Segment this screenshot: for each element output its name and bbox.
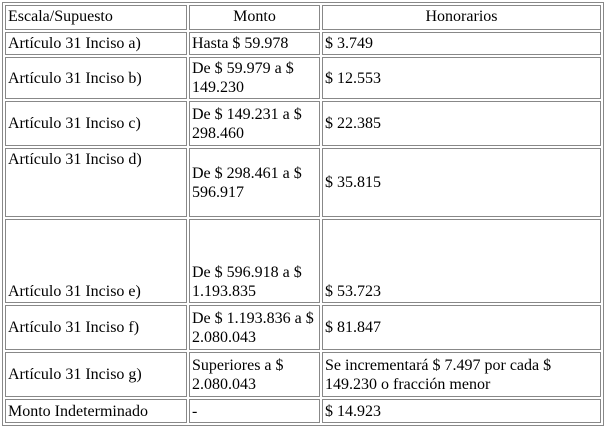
table-cell: $ 22.385 xyxy=(322,101,601,146)
table-cell: Monto Indeterminado xyxy=(5,399,187,423)
table-row: Artículo 31 Inciso c) De $ 149.231 a $ 29… xyxy=(5,101,601,146)
table-cell: Se incrementará $ 7.497 por cada $ 149.2… xyxy=(322,352,601,397)
table-row: Artículo 31 Inciso e) De $ 596.918 a $ 1.… xyxy=(5,219,601,303)
table-cell: De $ 59.979 a $ 149.230 xyxy=(189,57,320,99)
fees-table: Escala/Supuesto Monto Honorarios Artícul… xyxy=(2,2,604,426)
table-cell: Artículo 31 Inciso g) xyxy=(5,352,187,397)
header-cell: Honorarios xyxy=(322,5,601,30)
table-cell: Artículo 31 Inciso b) xyxy=(5,57,187,99)
table-cell: - xyxy=(189,399,320,423)
header-cell: Escala/Supuesto xyxy=(5,5,187,30)
table-cell: $ 12.553 xyxy=(322,57,601,99)
table-cell: Superiores a $ 2.080.043 xyxy=(189,352,320,397)
table-cell: Artículo 31 Inciso f) xyxy=(5,305,187,350)
table-cell: Artículo 31 Inciso e) xyxy=(5,219,187,303)
table-row: Artículo 31 Inciso b) De $ 59.979 a $ 149… xyxy=(5,57,601,99)
table-row: Artículo 31 Inciso d) De $ 298.461 a $ 59… xyxy=(5,148,601,217)
header-row: Escala/Supuesto Monto Honorarios xyxy=(5,5,601,30)
table-cell: $ 3.749 xyxy=(322,32,601,55)
table-cell: Hasta $ 59.978 xyxy=(189,32,320,55)
table-row: Artículo 31 Inciso g) Superiores a $ 2.08… xyxy=(5,352,601,397)
table-row: Monto Indeterminado - $ 14.923 xyxy=(5,399,601,423)
table-cell: Artículo 31 Inciso c) xyxy=(5,101,187,146)
table-cell: De $ 298.461 a $ 596.917 xyxy=(189,148,320,217)
table-cell: Artículo 31 Inciso a) xyxy=(5,32,187,55)
table-cell: $ 14.923 xyxy=(322,399,601,423)
table-cell: $ 81.847 xyxy=(322,305,601,350)
table-row: Artículo 31 Inciso a) Hasta $ 59.978 $ 3.7… xyxy=(5,32,601,55)
table-cell: De $ 596.918 a $ 1.193.835 xyxy=(189,219,320,303)
table-cell: De $ 149.231 a $ 298.460 xyxy=(189,101,320,146)
table-cell: Artículo 31 Inciso d) xyxy=(5,148,187,217)
table-row: Artículo 31 Inciso f) De $ 1.193.836 a $ … xyxy=(5,305,601,350)
table-cell: De $ 1.193.836 a $ 2.080.043 xyxy=(189,305,320,350)
table-cell: $ 35.815 xyxy=(322,148,601,217)
table-cell: $ 53.723 xyxy=(322,219,601,303)
header-cell: Monto xyxy=(189,5,320,30)
table-body: Artículo 31 Inciso a) Hasta $ 59.978 $ 3.7… xyxy=(5,32,601,423)
